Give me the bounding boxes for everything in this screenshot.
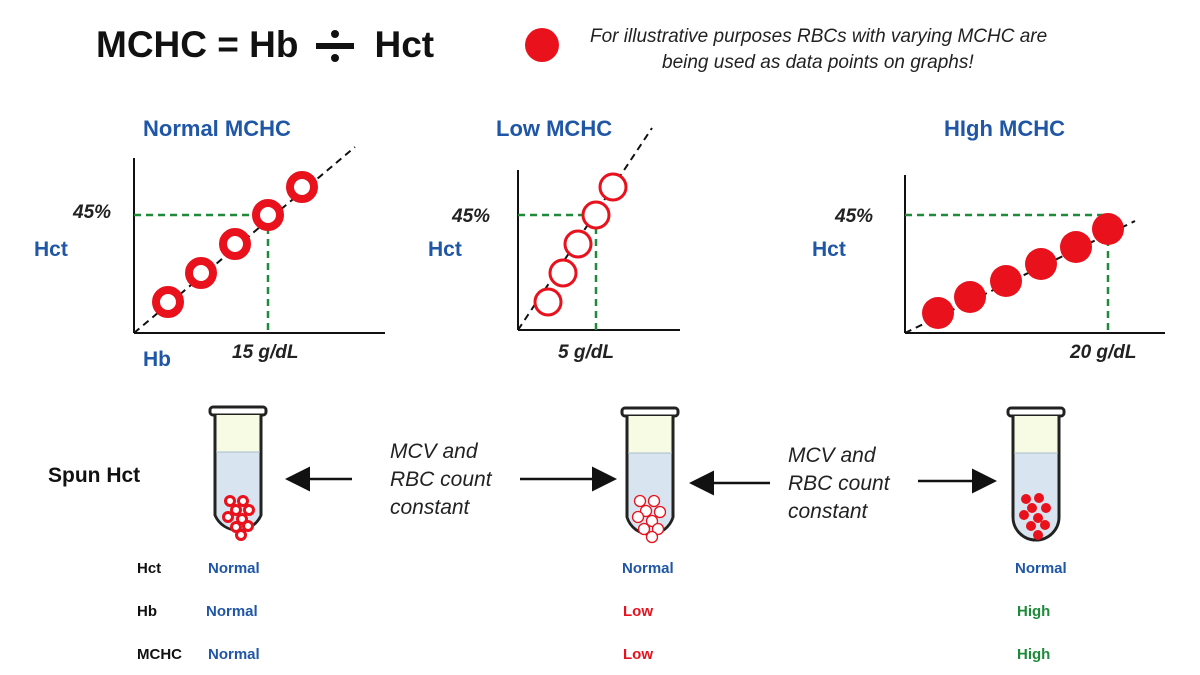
graph-low-hb-mark: 5 g/dL [558,342,614,363]
constant-note-2: MCV and RBC count constant [788,444,890,523]
rbc-high-point [1092,213,1124,245]
hb-high-value: High [1017,603,1051,620]
hct-high-value: Normal [1015,560,1067,577]
rbc-high-point [990,265,1022,297]
tube-normal [208,405,268,541]
rbc-high-point [922,297,954,329]
constant-note-1: MCV and RBC count constant [390,440,492,519]
graph-normal-title: Normal MCHC [143,116,291,141]
rbc-low-point [533,287,563,317]
graph-normal-xlabel: Hb [143,348,171,371]
hb-low-value: Low [623,603,653,620]
graph-high [904,175,1165,334]
rbc-high-point [1060,231,1092,263]
row-label-hb: Hb [137,603,157,620]
divide-icon [316,30,355,62]
rbc-normal-point [286,171,318,203]
graph-normal [133,146,385,334]
rbc-normal-point [252,199,284,231]
row-label-hct: Hct [137,560,162,577]
rbc-normal-point [219,228,251,260]
graphs-canvas [133,127,1165,334]
graph-high-hb-mark: 20 g/dL [1070,342,1137,363]
hct-low-value: Normal [622,560,674,577]
mchc-low-value: Low [623,646,653,663]
hb-normal-value: Normal [206,603,258,620]
rbc-legend-icon [525,28,559,62]
tubes-canvas [208,405,1066,544]
rbc-low-point [598,172,628,202]
tube-high [1006,406,1066,542]
mchc-normal-value: Normal [208,646,260,663]
graph-low [517,127,680,331]
formula-right: Hct [374,24,435,65]
graph-normal-hct-mark: 45% [73,202,112,223]
rbc-low-point [563,229,593,259]
graph-low-ylabel: Hct [428,238,462,261]
spun-hct-label: Spun Hct [48,464,141,487]
mchc-high-value: High [1017,646,1051,663]
rbc-high-point [954,281,986,313]
note-line-2: being used as data points on graphs! [662,52,974,73]
rbc-normal-point [152,286,184,318]
graph-high-title: HIgh MCHC [944,116,1065,141]
row-label-mchc: MCHC [137,646,182,663]
graph-low-title: Low MCHC [496,116,613,141]
graph-normal-ylabel: Hct [34,238,68,261]
graph-normal-hb-mark: 15 g/dL [232,342,299,363]
rbc-high-point [1025,248,1057,280]
note-line-1: For illustrative purposes RBCs with vary… [590,26,1048,47]
hct-normal-value: Normal [208,560,260,577]
rbc-low-point [548,258,578,288]
graph-high-ylabel: Hct [812,238,846,261]
formula-left: MCHC = Hb [96,24,299,65]
rbc-low-point [581,200,611,230]
graph-high-hct-mark: 45% [835,206,874,227]
graph-low-hct-mark: 45% [452,206,491,227]
rbc-normal-point [185,257,217,289]
tube-low [620,406,680,544]
formula: MCHC = Hb Hct [96,20,434,70]
